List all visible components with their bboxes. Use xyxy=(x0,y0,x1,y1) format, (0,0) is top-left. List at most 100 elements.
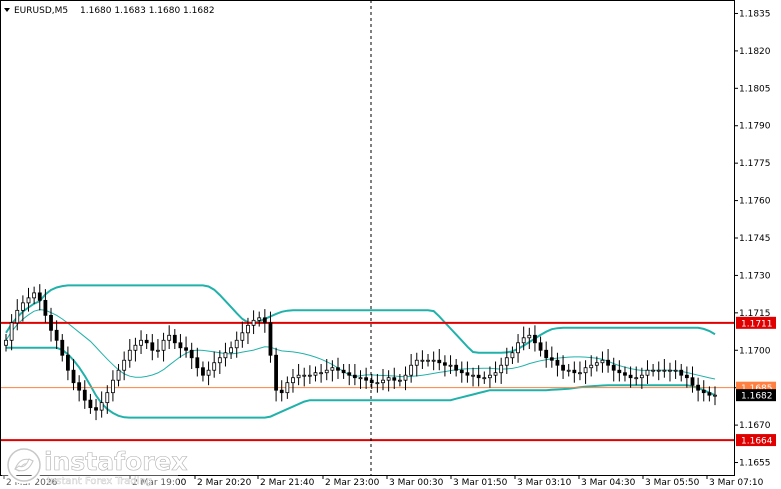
candle xyxy=(71,358,76,391)
candle xyxy=(684,366,689,388)
candle xyxy=(701,380,706,402)
candle xyxy=(713,386,717,406)
candle xyxy=(43,289,48,323)
candle xyxy=(324,358,329,381)
candle xyxy=(578,361,582,381)
candle xyxy=(32,286,37,305)
y-tick-label: 1.1670 xyxy=(739,421,771,431)
candle xyxy=(336,357,340,379)
candle xyxy=(516,334,520,363)
y-tick-label: 1.1715 xyxy=(739,309,771,319)
candle xyxy=(679,363,684,382)
candle xyxy=(77,375,82,402)
candle xyxy=(403,366,408,391)
candle xyxy=(375,373,380,393)
candle xyxy=(431,351,436,371)
candle xyxy=(668,362,672,382)
candle xyxy=(448,355,453,374)
candle xyxy=(628,366,633,388)
candle xyxy=(37,284,42,311)
x-tick-label: 2 Mar 2026 xyxy=(6,478,58,488)
candle xyxy=(420,350,425,369)
candle xyxy=(251,310,256,335)
candle xyxy=(9,314,14,351)
candle xyxy=(246,317,250,345)
x-tick-label: 3 Mar 07:10 xyxy=(709,478,764,488)
candle xyxy=(257,311,262,327)
candle xyxy=(414,352,419,377)
candle xyxy=(538,336,543,357)
candle xyxy=(651,363,656,377)
candle xyxy=(49,307,53,342)
candle xyxy=(488,366,492,388)
candle xyxy=(707,386,712,402)
x-tick-label: 3 Mar 01:50 xyxy=(453,478,508,488)
symbol-label: EURUSD,M5 xyxy=(14,6,68,16)
candle xyxy=(352,363,357,386)
chart-header: EURUSD,M5 1.1680 1.1683 1.1680 1.1682 xyxy=(4,6,215,16)
candle xyxy=(369,373,374,389)
candle xyxy=(555,352,560,377)
candle xyxy=(156,339,160,358)
candle xyxy=(656,361,661,381)
candle xyxy=(111,370,115,402)
candle xyxy=(274,347,278,402)
candle xyxy=(189,342,194,369)
support-resistance-levels xyxy=(1,321,734,442)
candle xyxy=(392,367,397,389)
y-tick-label: 1.1805 xyxy=(739,84,771,94)
candle xyxy=(690,366,695,393)
dropdown-arrow-icon[interactable] xyxy=(4,8,10,12)
candle xyxy=(583,360,588,384)
candle xyxy=(549,346,554,368)
x-tick-label: 3 Mar 00:30 xyxy=(389,478,444,488)
candle xyxy=(319,363,324,383)
x-tick-label: 3 Mar 05:50 xyxy=(645,478,700,488)
logo-emblem-icon xyxy=(5,446,43,484)
brand-name: instaforex xyxy=(44,447,188,476)
candle xyxy=(381,368,385,391)
candle xyxy=(139,330,143,355)
svg-text:1.1682: 1.1682 xyxy=(741,392,773,402)
candle xyxy=(150,334,155,361)
candle xyxy=(116,363,121,387)
candle xyxy=(268,311,273,363)
brand-tagline: Instant Forex Trading xyxy=(47,476,152,487)
time-axis: 2 Mar 2026 2 Mar 19:00 2 Mar 20:20 2 Mar 21… xyxy=(3,475,764,488)
candle xyxy=(184,336,188,358)
candle xyxy=(662,358,667,378)
candle xyxy=(296,363,301,386)
candle xyxy=(645,360,650,384)
y-tick-label: 1.1700 xyxy=(739,346,771,356)
candle xyxy=(454,358,459,377)
lower-band-line xyxy=(6,346,716,419)
candle xyxy=(94,398,98,421)
candle xyxy=(167,325,172,350)
candle xyxy=(206,361,211,386)
candle xyxy=(364,367,369,389)
candle xyxy=(212,351,217,378)
candle xyxy=(26,287,31,312)
candle xyxy=(386,370,391,392)
candle xyxy=(144,334,149,350)
candle xyxy=(482,371,487,384)
candle xyxy=(696,377,701,402)
candle xyxy=(195,347,200,377)
support-value-box: 1.1664 xyxy=(736,434,776,447)
instaforex-logo: instaforex Instant Forex Trading xyxy=(2,444,188,488)
svg-text:1.1711: 1.1711 xyxy=(741,319,773,329)
upper-band-line xyxy=(5,284,716,354)
candle xyxy=(122,351,127,381)
candle xyxy=(521,326,526,351)
x-tick-label: 3 Mar 03:10 xyxy=(517,478,572,488)
candle xyxy=(313,366,318,382)
candle xyxy=(105,385,110,414)
candle xyxy=(285,376,290,399)
candle xyxy=(476,365,481,387)
candle xyxy=(527,327,532,350)
y-tick-label: 1.1745 xyxy=(739,234,771,244)
candle xyxy=(234,331,239,358)
